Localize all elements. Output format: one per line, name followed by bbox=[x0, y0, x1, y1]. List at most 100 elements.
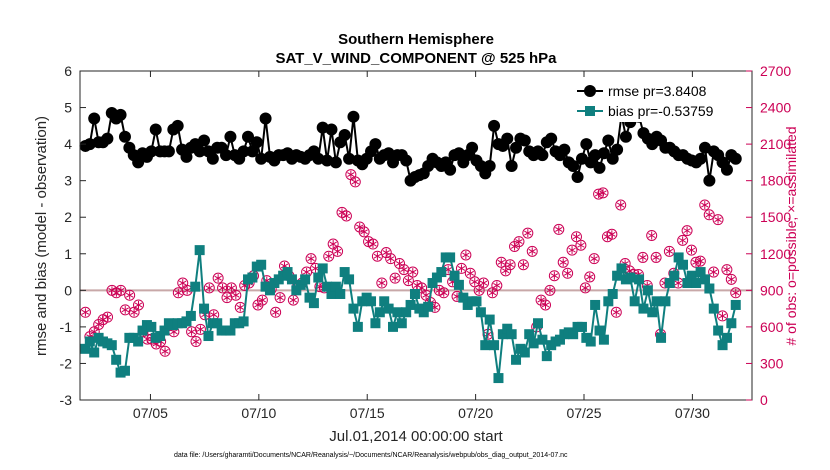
rmse-point bbox=[250, 136, 263, 149]
rmse-point bbox=[338, 128, 351, 141]
obs-assimilated-point bbox=[192, 337, 200, 346]
obs-assimilated-point bbox=[678, 236, 687, 245]
obs-possible-point bbox=[597, 187, 609, 199]
obs-possible-point bbox=[455, 262, 467, 274]
obs-assimilated-point bbox=[617, 201, 625, 210]
bias-point bbox=[308, 298, 319, 309]
bias-point bbox=[225, 325, 236, 336]
rmse-point bbox=[220, 149, 233, 162]
obs-possible-point bbox=[721, 264, 733, 276]
obs-possible-point bbox=[637, 251, 649, 263]
rmse-point bbox=[488, 119, 501, 132]
x-tick-label: 07/25 bbox=[566, 405, 601, 421]
y2-tick-label: 900 bbox=[760, 282, 784, 298]
obs-assimilated-point bbox=[187, 327, 196, 336]
bias-point bbox=[475, 307, 486, 318]
bias-point bbox=[713, 325, 724, 336]
legend-bias-label: bias pr=-0.53759 bbox=[608, 103, 714, 119]
obs-possible-point bbox=[544, 284, 556, 296]
obs-assimilated-point bbox=[692, 258, 700, 267]
bias-point bbox=[238, 316, 249, 327]
rmse-series bbox=[79, 105, 742, 187]
bias-point bbox=[524, 329, 535, 340]
y-tick-label: 6 bbox=[64, 63, 72, 79]
obs-assimilated-point bbox=[196, 325, 205, 334]
bias-point bbox=[326, 288, 337, 299]
bias-point bbox=[458, 292, 469, 303]
bias-point bbox=[717, 340, 728, 351]
obs-assimilated-point bbox=[369, 240, 377, 249]
obs-assimilated-point bbox=[714, 215, 722, 224]
bias-point bbox=[106, 340, 117, 351]
obs-assimilated-point bbox=[510, 242, 519, 251]
obs-assimilated-point bbox=[466, 269, 475, 278]
rmse-point bbox=[132, 156, 145, 169]
obs-assimilated-point bbox=[333, 247, 342, 256]
bias-point bbox=[612, 270, 623, 281]
bias-point bbox=[366, 296, 377, 307]
y-tick-label: 2 bbox=[64, 209, 72, 225]
obs-possible-point bbox=[504, 259, 516, 271]
rmse-point bbox=[259, 112, 272, 125]
bias-point bbox=[660, 296, 671, 307]
rmse-point bbox=[325, 123, 338, 136]
obs-assimilated-point bbox=[360, 227, 368, 236]
obs-possible-point bbox=[553, 223, 565, 235]
obs-possible-point bbox=[562, 267, 574, 279]
bias-point bbox=[89, 347, 100, 358]
obs-assimilated-point bbox=[559, 258, 567, 267]
bias-point bbox=[449, 270, 460, 281]
obs-assimilated-point bbox=[117, 286, 125, 295]
obs-assimilated-point bbox=[718, 311, 727, 320]
rmse-point bbox=[545, 132, 558, 145]
bias-point bbox=[155, 331, 166, 342]
bias-point bbox=[651, 296, 662, 307]
bias-point bbox=[300, 274, 311, 285]
obs-assimilated-point bbox=[386, 254, 395, 263]
bias-point bbox=[431, 272, 442, 283]
bias-point bbox=[541, 351, 552, 362]
obs-assimilated-point bbox=[227, 283, 236, 292]
obs-possible-point bbox=[274, 292, 286, 304]
obs-assimilated-point bbox=[501, 266, 510, 275]
obs-assimilated-point bbox=[210, 310, 218, 319]
bias-point bbox=[339, 267, 350, 278]
rmse-point bbox=[400, 154, 413, 167]
rmse-point bbox=[162, 145, 175, 158]
rmse-point bbox=[206, 152, 219, 165]
rmse-point bbox=[597, 147, 610, 160]
bias-point bbox=[194, 245, 205, 256]
rmse-point bbox=[101, 132, 114, 145]
obs-possible-point bbox=[708, 266, 720, 278]
obs-assimilated-point bbox=[727, 275, 736, 284]
bias-point bbox=[603, 296, 614, 307]
rmse-point bbox=[571, 171, 584, 184]
obs-assimilated-point bbox=[400, 265, 408, 274]
bias-point bbox=[669, 270, 680, 281]
rmse-point bbox=[347, 110, 360, 123]
obs-assimilated-point bbox=[329, 240, 337, 249]
obs-assimilated-point bbox=[81, 308, 90, 317]
bias-point bbox=[506, 329, 517, 340]
obs-possible-point bbox=[402, 275, 414, 287]
bias-point bbox=[678, 259, 689, 270]
obs-possible-point bbox=[385, 253, 397, 265]
bias-point bbox=[519, 347, 530, 358]
obs-assimilated-point bbox=[594, 190, 603, 199]
obs-assimilated-point bbox=[577, 241, 585, 250]
y2-axis-ticks: 0 300 600 900 1200 1500 1800 2100 2400 2700 bbox=[746, 63, 791, 408]
obs-possible-point bbox=[460, 249, 472, 261]
bias-point bbox=[418, 307, 429, 318]
rmse-point bbox=[483, 160, 496, 173]
obs-possible-point bbox=[703, 209, 715, 221]
bias-point bbox=[181, 316, 192, 327]
rmse-point bbox=[558, 143, 571, 156]
bias-point bbox=[493, 373, 504, 384]
bias-series bbox=[80, 245, 741, 384]
y2-tick-label: 2400 bbox=[760, 100, 791, 116]
obs-assimilated-point bbox=[493, 281, 501, 290]
bias-point bbox=[537, 334, 548, 345]
obs-assimilated-point bbox=[378, 279, 386, 288]
rmse-point bbox=[606, 152, 619, 165]
